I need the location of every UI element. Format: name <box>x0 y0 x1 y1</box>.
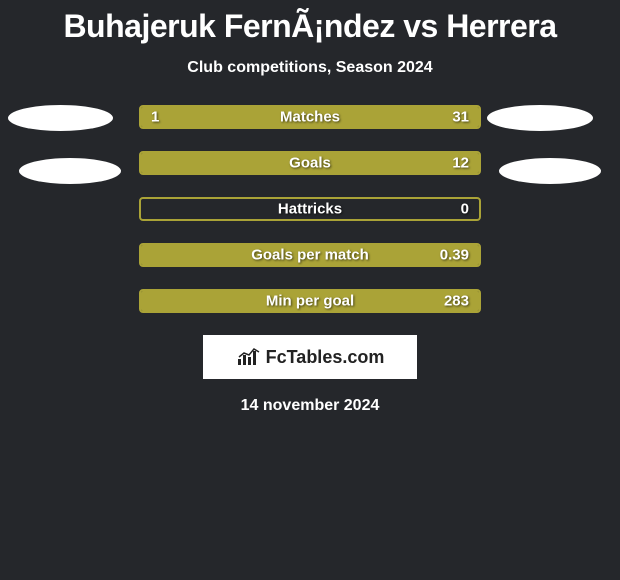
chart-icon <box>236 347 262 367</box>
stat-row-min-per-goal: 283 Min per goal <box>139 289 481 313</box>
player-oval-3 <box>499 158 601 184</box>
chart-area: 1 31 Matches 12 Goals 0 Hattricks 0.39 Goals per… <box>0 105 620 313</box>
player-oval-0 <box>8 105 113 131</box>
value-left: 1 <box>151 109 159 126</box>
value-right: 0 <box>461 201 469 218</box>
metric-label: Goals <box>289 155 331 172</box>
metric-label: Hattricks <box>278 201 342 218</box>
stat-row-matches: 1 31 Matches <box>139 105 481 129</box>
value-right: 31 <box>452 109 469 126</box>
value-right: 283 <box>444 293 469 310</box>
metric-label: Goals per match <box>251 247 369 264</box>
stat-row-goals-per-match: 0.39 Goals per match <box>139 243 481 267</box>
stat-row-goals: 12 Goals <box>139 151 481 175</box>
logo-inner: FcTables.com <box>236 347 385 368</box>
player-oval-2 <box>487 105 593 131</box>
metric-label: Matches <box>280 109 340 126</box>
value-right: 12 <box>452 155 469 172</box>
logo-box[interactable]: FcTables.com <box>203 335 417 379</box>
player-oval-1 <box>19 158 121 184</box>
logo-text: FcTables.com <box>266 347 385 368</box>
value-right: 0.39 <box>440 247 469 264</box>
page-title: Buhajeruk FernÃ¡ndez vs Herrera <box>0 0 620 45</box>
stat-row-hattricks: 0 Hattricks <box>139 197 481 221</box>
date-text: 14 november 2024 <box>0 397 620 415</box>
fill-left <box>141 107 182 127</box>
subtitle: Club competitions, Season 2024 <box>0 59 620 77</box>
metric-label: Min per goal <box>266 293 354 310</box>
